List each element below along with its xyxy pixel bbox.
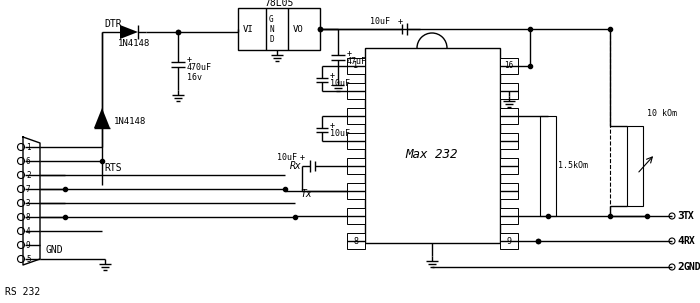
Text: 7: 7 (26, 185, 31, 194)
Text: 47uF: 47uF (347, 56, 367, 65)
Text: 1N4148: 1N4148 (114, 118, 146, 126)
Text: 10uF: 10uF (277, 152, 297, 161)
Text: 16v: 16v (187, 74, 202, 82)
Bar (500, 58, 518, 74)
Text: 4: 4 (26, 227, 31, 235)
Text: 1.5kOm: 1.5kOm (558, 161, 588, 171)
Text: 8: 8 (354, 237, 358, 245)
Text: 1N4148: 1N4148 (118, 39, 150, 48)
Text: Tx: Tx (300, 189, 312, 199)
Text: 2: 2 (677, 262, 684, 272)
Bar (500, 208, 518, 224)
Text: 10uF: 10uF (330, 129, 350, 138)
Text: D: D (269, 35, 274, 45)
Text: +: + (347, 48, 352, 58)
Text: 10uF: 10uF (330, 79, 350, 88)
Text: N: N (269, 25, 274, 35)
Text: 10 kOm: 10 kOm (647, 109, 677, 118)
Text: VO: VO (293, 25, 304, 34)
Bar (627, 126, 643, 206)
Text: 16: 16 (505, 62, 514, 71)
Text: 3: 3 (677, 211, 684, 221)
Polygon shape (94, 108, 110, 128)
Text: GND: GND (45, 245, 62, 255)
Text: 4: 4 (677, 236, 684, 246)
Text: +: + (330, 72, 335, 81)
Bar (500, 108, 518, 124)
Text: GND: GND (683, 262, 700, 272)
Bar (500, 183, 518, 199)
Bar (500, 233, 518, 249)
Bar (347, 133, 365, 149)
Text: DTR: DTR (104, 19, 122, 29)
Text: +: + (300, 152, 305, 161)
Text: 1: 1 (354, 62, 358, 71)
Text: 6: 6 (26, 157, 31, 165)
Text: 5: 5 (26, 255, 31, 264)
Text: 8: 8 (26, 212, 31, 221)
Text: 3: 3 (26, 198, 31, 208)
Bar (500, 158, 518, 174)
Text: 10uF: 10uF (370, 16, 390, 25)
Text: Rx: Rx (290, 161, 302, 171)
Bar (347, 208, 365, 224)
Bar (365, 48, 500, 243)
Text: RS 232: RS 232 (5, 287, 41, 297)
Text: RTS: RTS (104, 163, 122, 173)
Text: Max 232: Max 232 (406, 148, 459, 161)
Bar (238, 8, 320, 50)
Bar (347, 233, 365, 249)
Text: 9: 9 (507, 237, 512, 245)
Bar (347, 58, 365, 74)
Text: +: + (398, 16, 403, 25)
Bar (347, 158, 365, 174)
Bar (500, 133, 518, 149)
Text: 78L05: 78L05 (265, 0, 294, 8)
Bar (500, 83, 518, 99)
Text: TX: TX (683, 211, 694, 221)
Text: G: G (269, 15, 274, 25)
Text: 2: 2 (26, 171, 31, 179)
Bar (347, 108, 365, 124)
Bar (347, 183, 365, 199)
Text: +: + (330, 122, 335, 131)
Text: 9: 9 (26, 241, 31, 249)
Text: RX: RX (683, 236, 694, 246)
Bar (347, 83, 365, 99)
Text: 1: 1 (26, 142, 31, 152)
Polygon shape (120, 25, 138, 39)
Text: VI: VI (243, 25, 253, 34)
Bar (540, 116, 556, 216)
Text: 470uF: 470uF (187, 64, 212, 72)
Text: +: + (187, 55, 192, 65)
